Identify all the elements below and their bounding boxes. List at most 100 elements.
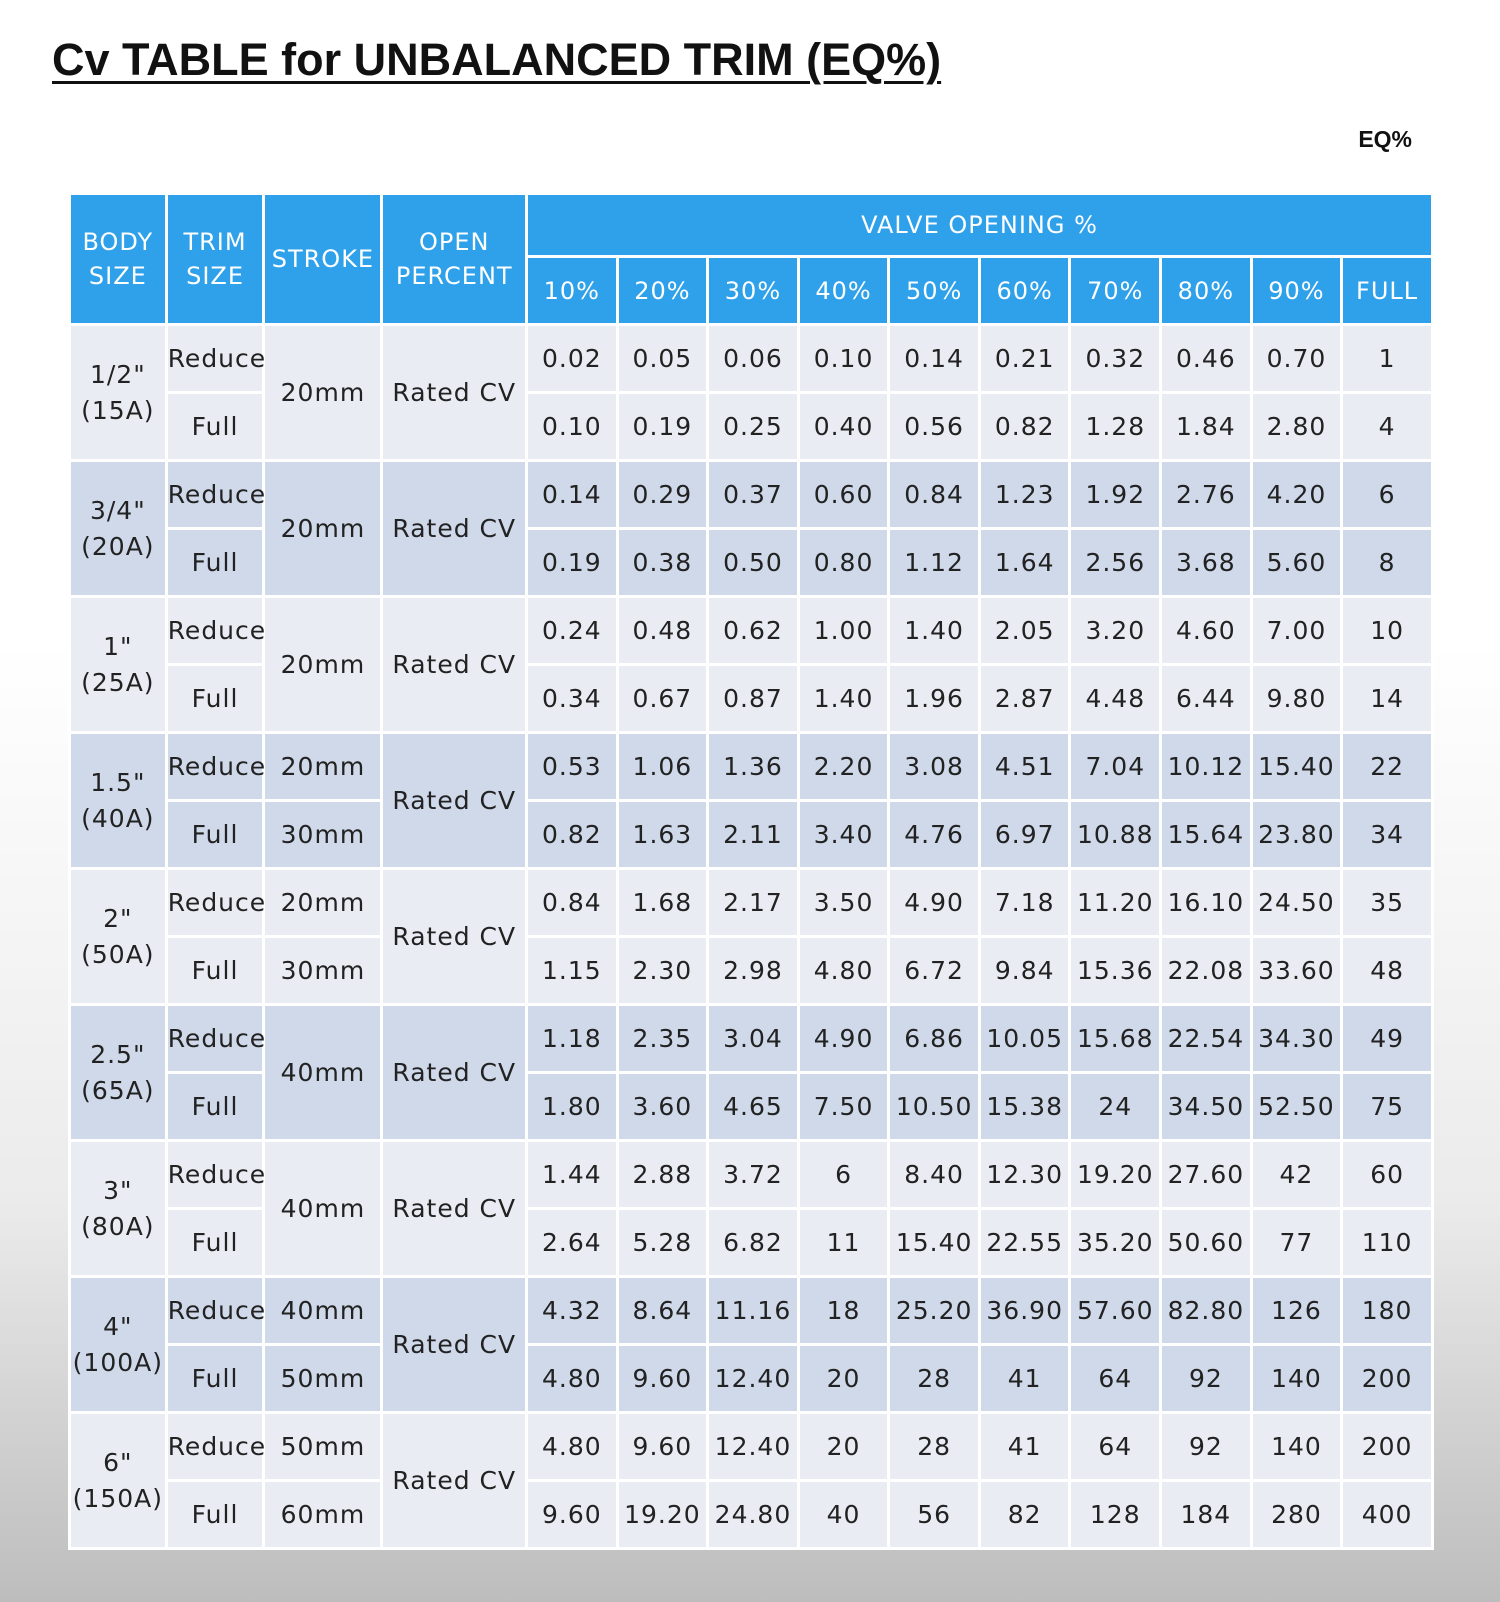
cv-value-cell: 0.21: [980, 326, 1069, 391]
cv-value-cell: 27.60: [1162, 1142, 1250, 1207]
cv-value-cell: 128: [1071, 1482, 1160, 1547]
trim-size-cell: Reduce: [167, 326, 265, 391]
cv-value-cell: 6.72: [890, 938, 978, 1003]
cv-value-cell: 22.55: [980, 1210, 1069, 1275]
cv-value-cell: 110: [1343, 1210, 1431, 1275]
header-opening-1: 20%: [618, 258, 707, 323]
trim-size-cell: Full: [167, 938, 263, 1003]
cv-value-cell: 40: [799, 1482, 888, 1547]
header-opening-9: FULL: [1343, 258, 1431, 323]
body-size-cell: 6" (150A): [71, 1414, 165, 1547]
cv-value-cell: 41: [980, 1414, 1069, 1479]
size-group: 4" (100A) Reduce 40mm Rated CV 4.32 8.64 11.16 1…: [71, 1278, 1431, 1411]
cv-value-cell: 0.48: [618, 598, 707, 663]
cv-value-cell: 2.80: [1252, 394, 1341, 459]
stroke-cell: 40mm: [265, 1142, 381, 1275]
body-size-cell: 2.5" (65A): [71, 1006, 165, 1139]
table-row: Full 50mm 4.80 9.60 12.40 20 28 41 64 92 140 200: [71, 1346, 1431, 1411]
cv-value-cell: 19.20: [618, 1482, 707, 1547]
cv-value-cell: 2.87: [980, 666, 1069, 731]
trim-size-cell: Full: [167, 1210, 263, 1275]
cv-value-cell: 36.90: [980, 1278, 1069, 1343]
cv-value-cell: 2.88: [618, 1142, 707, 1207]
cv-value-cell: 1.28: [1071, 394, 1160, 459]
table-row: Full 30mm 0.82 1.63 2.11 3.40 4.76 6.97 10.88 15.…: [71, 802, 1431, 867]
cv-value-cell: 1.92: [1071, 462, 1160, 527]
size-group: 3/4" (20A) Reduce 20mm Rated CV 0.14 0.29 0.37 0…: [71, 462, 1431, 595]
body-size-cell: 4" (100A): [71, 1278, 165, 1411]
cv-value-cell: 3.68: [1162, 530, 1250, 595]
cv-value-cell: 0.05: [618, 326, 707, 391]
cv-value-cell: 1.00: [799, 598, 888, 663]
cv-value-cell: 15.36: [1071, 938, 1160, 1003]
cv-value-cell: 34.30: [1252, 1006, 1341, 1071]
cv-value-cell: 8.64: [618, 1278, 707, 1343]
cv-value-cell: 6.82: [709, 1210, 797, 1275]
cv-value-cell: 28: [890, 1346, 978, 1411]
cv-value-cell: 10.88: [1071, 802, 1160, 867]
cv-value-cell: 10.50: [890, 1074, 978, 1139]
trim-size-cell: Full: [167, 1346, 263, 1411]
cv-value-cell: 82.80: [1162, 1278, 1250, 1343]
table-row: 2" (50A) Reduce 20mm Rated CV 0.84 1.68 2.17 3.5…: [71, 870, 1431, 1003]
cv-value-cell: 1.06: [618, 734, 707, 799]
cv-value-cell: 0.56: [890, 394, 978, 459]
cv-value-cell: 3.60: [618, 1074, 707, 1139]
cv-value-cell: 9.84: [980, 938, 1069, 1003]
cv-value-cell: 35.20: [1071, 1210, 1160, 1275]
table-row: Full 0.19 0.38 0.50 0.80 1.12 1.64 2.56 3.68 5.60…: [71, 530, 1431, 595]
cv-value-cell: 6.86: [890, 1006, 978, 1071]
cv-value-cell: 1.40: [799, 666, 888, 731]
cv-value-cell: 4.80: [799, 938, 888, 1003]
stroke-cell: 20mm: [265, 462, 381, 595]
cv-value-cell: 24: [1071, 1074, 1160, 1139]
trim-size-cell: Reduce: [167, 1142, 265, 1207]
cv-value-cell: 5.60: [1252, 530, 1341, 595]
trim-size-cell: Full: [167, 802, 263, 867]
cv-value-cell: 4.60: [1162, 598, 1250, 663]
trim-size-cell: Full: [167, 530, 263, 595]
stroke-cell: 60mm: [265, 1482, 381, 1547]
cv-value-cell: 4.90: [890, 870, 978, 935]
header-opening-6: 70%: [1071, 258, 1160, 323]
trim-size-cell: Full: [167, 394, 263, 459]
cv-value-cell: 1.44: [528, 1142, 616, 1207]
cv-value-cell: 0.06: [709, 326, 797, 391]
trim-size-cell: Full: [167, 1482, 263, 1547]
cv-value-cell: 12.40: [709, 1414, 797, 1479]
table-row: 1" (25A) Reduce 20mm Rated CV 0.24 0.48 0.62 1.0…: [71, 598, 1431, 731]
cv-value-cell: 1.18: [528, 1006, 616, 1071]
size-group: 1" (25A) Reduce 20mm Rated CV 0.24 0.48 0.62 1.0…: [71, 598, 1431, 731]
cv-value-cell: 10.12: [1162, 734, 1250, 799]
cv-value-cell: 41: [980, 1346, 1069, 1411]
cv-value-cell: 9.60: [618, 1346, 707, 1411]
cv-value-cell: 0.14: [890, 326, 978, 391]
cv-value-cell: 11.20: [1071, 870, 1160, 935]
cv-value-cell: 0.25: [709, 394, 797, 459]
cv-value-cell: 10: [1343, 598, 1431, 663]
cv-value-cell: 1.40: [890, 598, 978, 663]
cv-value-cell: 64: [1071, 1414, 1160, 1479]
header-valve-opening: VALVE OPENING %: [528, 195, 1431, 255]
table-header: BODY SIZE TRIM SIZE STROKE OPEN PERCENT …: [71, 195, 1431, 323]
open-percent-cell: Rated CV: [383, 1278, 526, 1411]
stroke-cell: 40mm: [265, 1006, 381, 1139]
table-row: Full 0.34 0.67 0.87 1.40 1.96 2.87 4.48 6.44 9.80…: [71, 666, 1431, 731]
cv-value-cell: 6.97: [980, 802, 1069, 867]
cv-value-cell: 1.63: [618, 802, 707, 867]
cv-value-cell: 3.72: [709, 1142, 797, 1207]
cv-value-cell: 2.76: [1162, 462, 1250, 527]
cv-value-cell: 126: [1252, 1278, 1341, 1343]
cv-value-cell: 0.87: [709, 666, 797, 731]
cv-value-cell: 3.50: [799, 870, 888, 935]
trim-size-cell: Full: [167, 666, 263, 731]
open-percent-cell: Rated CV: [383, 870, 526, 1003]
cv-value-cell: 6: [799, 1142, 888, 1207]
cv-value-cell: 0.70: [1252, 326, 1341, 391]
cv-value-cell: 7.00: [1252, 598, 1341, 663]
cv-value-cell: 0.40: [799, 394, 888, 459]
body-size-cell: 3" (80A): [71, 1142, 165, 1275]
cv-value-cell: 16.10: [1162, 870, 1250, 935]
cv-value-cell: 92: [1162, 1414, 1250, 1479]
cv-value-cell: 64: [1071, 1346, 1160, 1411]
